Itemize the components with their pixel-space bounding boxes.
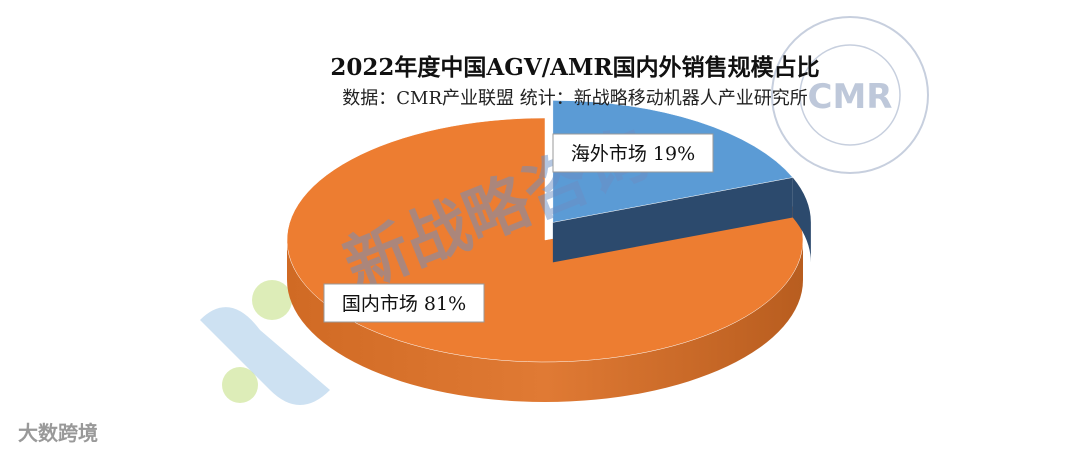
decoration [252,280,292,320]
category-label: 国内市场 [342,293,418,315]
decoration [222,367,258,403]
footer: 大数跨境 [18,421,98,445]
chart-subtitle: 数据：CMR产业联盟 统计：新战略移动机器人产业研究所 [342,88,807,109]
logo: CMR [771,16,929,174]
label-box [323,283,485,323]
chart-title: 2022年度中国AGV/AMR国内外销售规模占比 [330,54,819,81]
label-text: 国内市场 81% [342,293,466,315]
category-label: 海外市场 [571,143,647,165]
data-label: 海外市场 19% [552,133,714,173]
value-label: 81% [424,293,466,315]
decoration [200,307,330,405]
pie-side [792,177,811,263]
pie-side [552,177,793,263]
value-label: 19% [653,143,695,165]
data-label: 国内市场 81% [323,283,485,323]
label-text: 海外市场 19% [571,143,695,165]
logo-text: CMR [808,77,893,117]
label-box [552,133,714,173]
